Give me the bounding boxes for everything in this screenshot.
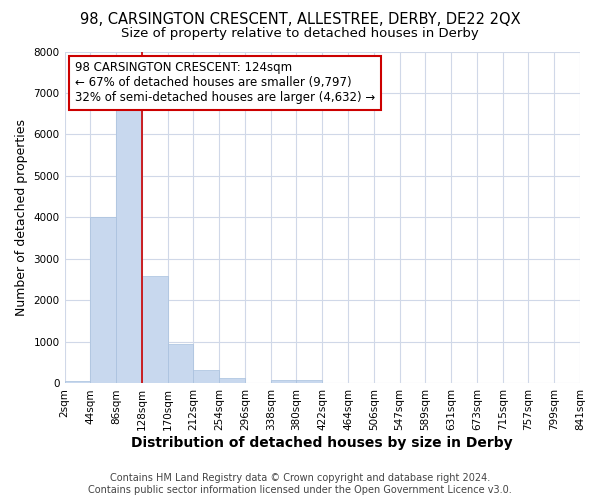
Bar bbox=[65, 380, 91, 384]
Text: Contains HM Land Registry data © Crown copyright and database right 2024.
Contai: Contains HM Land Registry data © Crown c… bbox=[88, 474, 512, 495]
X-axis label: Distribution of detached houses by size in Derby: Distribution of detached houses by size … bbox=[131, 436, 513, 450]
Bar bbox=[271, 380, 296, 384]
Text: Size of property relative to detached houses in Derby: Size of property relative to detached ho… bbox=[121, 28, 479, 40]
Bar bbox=[193, 370, 219, 384]
Text: 98 CARSINGTON CRESCENT: 124sqm
← 67% of detached houses are smaller (9,797)
32% : 98 CARSINGTON CRESCENT: 124sqm ← 67% of … bbox=[75, 62, 375, 104]
Bar bbox=[167, 344, 193, 384]
Y-axis label: Number of detached properties: Number of detached properties bbox=[15, 119, 28, 316]
Bar bbox=[91, 218, 116, 384]
Text: 98, CARSINGTON CRESCENT, ALLESTREE, DERBY, DE22 2QX: 98, CARSINGTON CRESCENT, ALLESTREE, DERB… bbox=[80, 12, 520, 28]
Bar bbox=[116, 110, 142, 384]
Bar bbox=[142, 276, 167, 384]
Bar bbox=[296, 380, 322, 384]
Bar bbox=[219, 378, 245, 384]
